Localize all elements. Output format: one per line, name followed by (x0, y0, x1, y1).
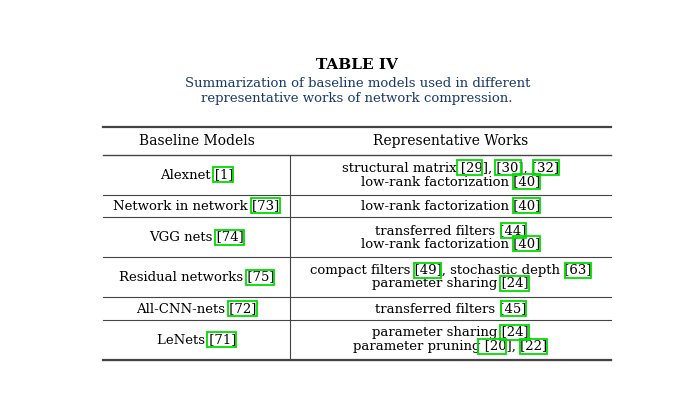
Text: Network in network [73]: Network in network [73] (114, 199, 279, 212)
Text: transferred filters [45]: transferred filters [45] (375, 302, 526, 315)
Bar (565, 263, 591, 278)
Text: LeNets [71]: LeNets [71] (157, 333, 236, 346)
Bar (514, 236, 540, 251)
Text: transferred filters [44]: transferred filters [44] (375, 224, 526, 237)
Bar (495, 160, 521, 176)
Bar (514, 198, 540, 213)
Text: low-rank factorization [40]: low-rank factorization [40] (361, 199, 540, 212)
Text: Residual networks [75]: Residual networks [75] (118, 271, 274, 284)
Bar (478, 339, 506, 354)
Text: TABLE IV: TABLE IV (316, 57, 398, 71)
Bar (501, 223, 526, 238)
Bar (415, 263, 441, 278)
Text: parameter sharing [24]: parameter sharing [24] (372, 277, 529, 290)
Text: structural matrix [29], [30], [32]: structural matrix [29], [30], [32] (342, 161, 559, 174)
Text: Representative Works: Representative Works (373, 134, 528, 148)
Text: compact filters [49], stochastic depth [63]: compact filters [49], stochastic depth [… (309, 264, 591, 277)
Bar (520, 339, 547, 354)
Text: Summarization of baseline models used in different: Summarization of baseline models used in… (185, 76, 530, 90)
Bar (246, 270, 274, 285)
Text: parameter pruning [20], [22]: parameter pruning [20], [22] (353, 340, 547, 353)
Text: parameter sharing [24]: parameter sharing [24] (372, 326, 529, 339)
Bar (500, 325, 529, 340)
Text: Baseline Models: Baseline Models (139, 134, 254, 148)
Bar (500, 276, 529, 291)
Text: representative works of network compression.: representative works of network compress… (201, 93, 513, 105)
Bar (251, 198, 279, 213)
Bar (533, 160, 559, 176)
Bar (207, 332, 236, 347)
Bar (514, 174, 540, 189)
Text: low-rank factorization [40]: low-rank factorization [40] (361, 237, 540, 250)
Bar (215, 230, 244, 244)
Text: All-CNN-nets [72]: All-CNN-nets [72] (137, 302, 256, 315)
Text: Alexnet [1]: Alexnet [1] (160, 168, 233, 181)
Bar (213, 167, 233, 182)
Bar (229, 301, 256, 316)
Text: low-rank factorization [40]: low-rank factorization [40] (361, 175, 540, 188)
Bar (457, 160, 482, 176)
Text: VGG nets [74]: VGG nets [74] (149, 230, 244, 244)
Bar (501, 301, 526, 316)
